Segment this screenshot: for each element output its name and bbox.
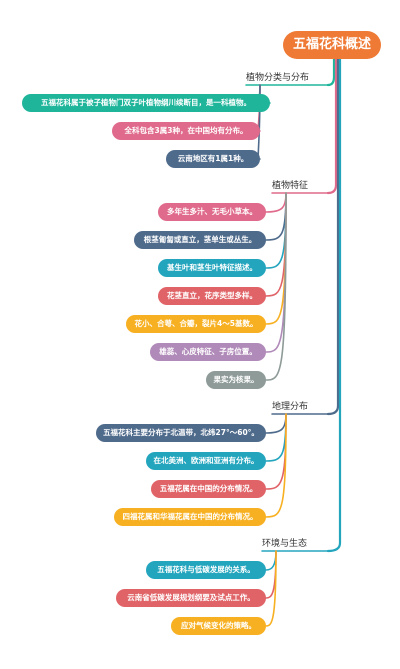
leaf-classification-yunnan[interactable]: 云南地区有1属1种。	[166, 150, 260, 168]
leaf-connector	[265, 413, 287, 462]
leaf-connector	[265, 192, 287, 297]
leaf-environment-climate[interactable]: 应对气候变化的策略。	[171, 617, 266, 635]
leaf-distribution-adoxa[interactable]: 五福花属在中国的分布情况。	[151, 480, 266, 498]
leaf-connector	[265, 192, 287, 213]
leaf-environment-lowcarbon[interactable]: 五福花科与低碳发展的关系。	[146, 561, 266, 579]
branch-distribution[interactable]: 地理分布	[272, 402, 309, 412]
leaf-connector	[265, 550, 277, 627]
leaf-connector	[265, 192, 287, 241]
branch-connector	[326, 57, 342, 553]
leaf-features-stamens[interactable]: 雄蕊、心皮特征、子房位置。	[150, 343, 266, 361]
leaf-features-leaves[interactable]: 基生叶和茎生叶特征描述。	[158, 259, 266, 277]
branch-connector	[326, 57, 338, 195]
leaf-connector	[265, 413, 287, 434]
leaf-distribution-tetradoxa[interactable]: 四福花属和华福花属在中国的分布情况。	[114, 508, 266, 526]
leaf-features-herb[interactable]: 多年生多汁、无毛小草本。	[158, 203, 266, 221]
leaf-distribution-latitude[interactable]: 五福花科主要分布于北温带，北纬27°～60°。	[96, 424, 266, 442]
leaf-classification-order[interactable]: 五福花科属于被子植物门双子叶植物纲川续断目，是一科植物。	[22, 94, 270, 112]
leaf-connector	[265, 550, 277, 571]
leaf-distribution-continents[interactable]: 在北美洲、欧洲和亚洲有分布。	[146, 452, 266, 470]
leaf-connector	[265, 413, 287, 518]
leaf-environment-yunnan-plan[interactable]: 云南省低碳发展规划纲要及试点工作。	[116, 589, 266, 607]
branch-connector	[326, 57, 340, 416]
leaf-connector	[265, 192, 287, 381]
leaf-features-flowers[interactable]: 花小、合萼、合瓣，裂片4～5基数。	[126, 315, 266, 333]
branch-environment[interactable]: 环境与生态	[262, 539, 308, 549]
branch-classification[interactable]: 植物分类与分布	[246, 73, 310, 83]
branch-connector	[326, 57, 336, 87]
leaf-connector	[265, 550, 277, 599]
leaf-features-inflorescence[interactable]: 花茎直立，花序类型多样。	[158, 287, 266, 305]
branch-features[interactable]: 植物特征	[272, 181, 309, 191]
leaf-features-fruit[interactable]: 果实为核果。	[206, 371, 266, 389]
root-node[interactable]: 五福花科概述	[283, 31, 381, 59]
leaf-features-rhizome[interactable]: 根茎匍匐或直立，茎单生或丛生。	[134, 231, 266, 249]
leaf-classification-genera[interactable]: 全科包含3属3种，在中国均有分布。	[112, 122, 260, 140]
